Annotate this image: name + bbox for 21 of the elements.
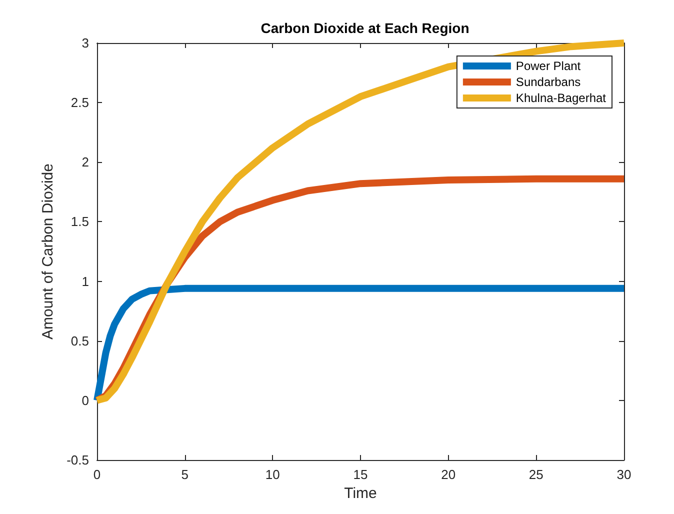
y-tick-label: 1 bbox=[82, 274, 89, 289]
y-tick-label: -0.5 bbox=[66, 452, 89, 468]
y-tick-label: 1.5 bbox=[70, 214, 89, 230]
x-tick-label: 30 bbox=[616, 467, 632, 482]
y-tick-label: 0.5 bbox=[70, 333, 89, 348]
x-tick-label: 20 bbox=[441, 467, 456, 482]
x-tick-label: 15 bbox=[353, 467, 368, 482]
x-tick-label: 10 bbox=[265, 467, 280, 482]
x-axis-title: Time bbox=[344, 484, 377, 502]
x-tick-label: 5 bbox=[181, 467, 188, 482]
y-tick-label: 2 bbox=[82, 154, 89, 170]
y-tick-label: 2.5 bbox=[70, 95, 89, 110]
chart-title: Carbon Dioxide at Each Region bbox=[260, 20, 470, 36]
legend-label: Khulna-Bagerhat bbox=[516, 91, 607, 105]
y-axis-title: Amount of Carbon Dioxide bbox=[40, 164, 57, 340]
legend-label: Power Plant bbox=[516, 59, 582, 73]
y-tick-label: 3 bbox=[82, 36, 89, 50]
legend-label: Sundarbans bbox=[516, 75, 581, 89]
x-tick-label: 0 bbox=[93, 467, 101, 482]
x-tick-label: 25 bbox=[528, 467, 544, 482]
y-tick-label: 0 bbox=[82, 392, 89, 408]
